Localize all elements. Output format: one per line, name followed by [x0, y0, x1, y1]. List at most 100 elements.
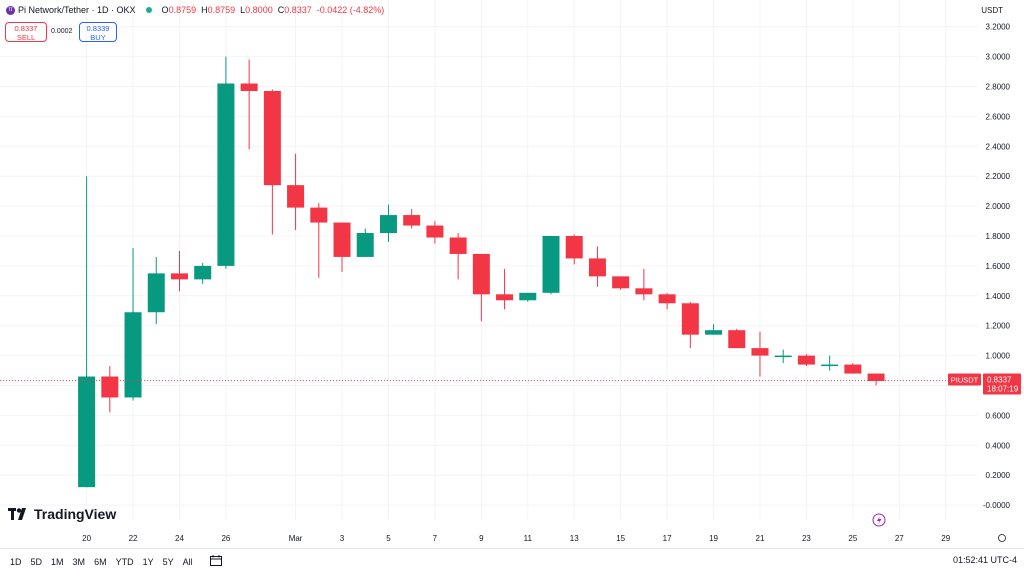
- timeframe-1d[interactable]: 1D: [10, 556, 22, 567]
- spread-value: 0.0002: [51, 28, 73, 35]
- candle-body: [658, 294, 676, 304]
- candle[interactable]: [379, 204, 397, 242]
- y-tick-label: 1.8000: [986, 232, 1011, 241]
- candle[interactable]: [612, 276, 630, 290]
- candle[interactable]: [751, 331, 769, 377]
- timezone-settings-icon[interactable]: [998, 534, 1006, 542]
- timeframe-all[interactable]: All: [182, 556, 193, 567]
- candle-body: [379, 215, 397, 234]
- candle-body: [774, 355, 792, 358]
- calendar-icon[interactable]: [209, 555, 222, 568]
- candle[interactable]: [194, 262, 212, 284]
- y-tick-label: 1.0000: [986, 352, 1011, 361]
- x-tick-label: 26: [221, 534, 230, 543]
- candle[interactable]: [705, 324, 723, 335]
- market-open-dot-icon: [145, 7, 152, 13]
- candle[interactable]: [287, 153, 305, 231]
- candle-body: [403, 215, 421, 226]
- candle-body: [728, 330, 746, 349]
- candle-body: [287, 185, 305, 208]
- candle-body: [78, 376, 96, 488]
- candle[interactable]: [565, 234, 583, 265]
- timeframe-5d[interactable]: 5D: [30, 556, 43, 567]
- candle-body: [635, 288, 653, 295]
- x-tick-label: 11: [524, 534, 533, 543]
- candles: [78, 56, 885, 488]
- candle[interactable]: [101, 366, 119, 413]
- candle-body: [310, 207, 328, 223]
- candle[interactable]: [170, 250, 188, 292]
- candle[interactable]: [635, 268, 653, 301]
- candle[interactable]: [240, 59, 258, 150]
- candle[interactable]: [217, 56, 235, 269]
- candle-body: [333, 222, 351, 257]
- x-tick-label: 17: [663, 534, 672, 543]
- x-tick-label: 3: [340, 534, 345, 543]
- candle[interactable]: [356, 228, 374, 257]
- price-axis[interactable]: USDT 3.2000 3.0000 2.8000 2.6000 2.4000 2.2000…: [981, 6, 1010, 510]
- candle[interactable]: [728, 328, 746, 349]
- x-tick-label: Mar: [289, 534, 303, 543]
- candle-body: [844, 364, 862, 374]
- tradingview-logo[interactable]: TradingView: [8, 506, 116, 522]
- candle-body: [542, 236, 560, 293]
- candle[interactable]: [658, 292, 676, 310]
- y-tick-label: 1.2000: [986, 322, 1011, 331]
- candle[interactable]: [403, 209, 421, 229]
- candle-body: [821, 364, 839, 367]
- y-tick-label: 0.6000: [986, 411, 1011, 420]
- candle[interactable]: [588, 246, 606, 287]
- candle-body: [612, 276, 630, 289]
- candle[interactable]: [774, 349, 792, 364]
- x-tick-label: 22: [129, 534, 138, 543]
- candle[interactable]: [426, 221, 444, 244]
- candle[interactable]: [333, 222, 351, 272]
- price-tag-countdown: 18:07:19: [987, 384, 1019, 393]
- candle[interactable]: [263, 89, 281, 235]
- y-tick-label: 2.2000: [986, 172, 1011, 181]
- timeframe-3m[interactable]: 3M: [72, 556, 86, 567]
- candle[interactable]: [844, 363, 862, 374]
- y-tick-label: 2.8000: [986, 83, 1011, 92]
- candle[interactable]: [78, 176, 96, 488]
- candle[interactable]: [821, 355, 839, 371]
- timeframe-1m[interactable]: 1M: [51, 556, 64, 567]
- candle[interactable]: [496, 268, 514, 310]
- timeframe-6m[interactable]: 6M: [94, 556, 107, 567]
- candle[interactable]: [449, 233, 467, 280]
- candle-body: [124, 312, 142, 398]
- x-tick-label: 7: [433, 534, 438, 543]
- candle[interactable]: [542, 236, 560, 295]
- symbol-title[interactable]: Pi Network/Tether · 1D · OKX: [18, 5, 136, 15]
- candle[interactable]: [519, 292, 537, 302]
- timeframe-ytd[interactable]: YTD: [115, 556, 134, 567]
- lightning-event-icon[interactable]: [872, 513, 886, 527]
- candle[interactable]: [681, 301, 699, 349]
- sell-button[interactable]: 0.8337 SELL: [5, 22, 47, 42]
- candle-body: [588, 258, 606, 277]
- timeframe-1y[interactable]: 1Y: [142, 556, 154, 567]
- time-axis[interactable]: 20 22 24 26 Mar 3 5 7 9 11 13 15 17 19 21 23 25 27 29: [82, 534, 1006, 543]
- tradingview-logo-icon: [8, 508, 26, 520]
- axis-currency-label: USDT: [981, 6, 1003, 15]
- candle-body: [263, 90, 281, 186]
- buy-button[interactable]: 0.8339 BUY: [79, 22, 117, 42]
- price-tag-bg: [983, 373, 1021, 395]
- timeframe-5y[interactable]: 5Y: [162, 556, 174, 567]
- candle[interactable]: [797, 354, 815, 367]
- x-tick-label: 27: [895, 534, 904, 543]
- candle-body: [426, 225, 444, 238]
- candle[interactable]: [867, 373, 885, 386]
- y-tick-label: 2.6000: [986, 112, 1011, 121]
- candle[interactable]: [310, 203, 328, 278]
- x-tick-label: 24: [175, 534, 184, 543]
- candle-body: [194, 265, 212, 280]
- sell-price: 0.8337: [14, 24, 38, 33]
- candle[interactable]: [472, 253, 490, 322]
- candle-body: [797, 355, 815, 365]
- candle[interactable]: [147, 256, 165, 325]
- candle[interactable]: [124, 247, 142, 401]
- clock[interactable]: 01:52:41 UTC-4: [952, 555, 1017, 565]
